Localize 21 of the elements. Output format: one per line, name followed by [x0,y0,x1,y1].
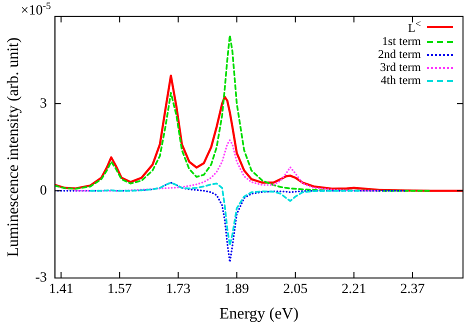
x-tick-label: 1.41 [48,282,74,298]
x-tick-label: 1.73 [166,282,190,298]
line-series [54,34,432,192]
y-tick-label: 3 [40,96,47,112]
legend-label: L$^{<}$ [408,18,421,35]
legend-label: 1st term [382,34,421,48]
legend-label: 3rd term [380,60,421,74]
x-tick-label: 2.21 [342,282,366,298]
line-series [89,182,362,246]
legend-label: 4th term [380,73,421,87]
y-tick-label: 0 [40,183,47,198]
legend-label: 2nd term [378,47,421,61]
line-series [74,139,380,192]
y-axis-title: Luminescence intensity (arb. unit) [4,37,22,257]
x-tick-label: 2.05 [283,282,308,298]
x-tick-label: 1.89 [224,282,250,298]
line-series [54,182,406,263]
y-tick-label: -3 [35,270,47,286]
x-tick-label: 1.57 [107,282,132,298]
x-tick-label: 2.37 [400,282,425,298]
x-axis-title: Energy (eV) [219,306,299,323]
